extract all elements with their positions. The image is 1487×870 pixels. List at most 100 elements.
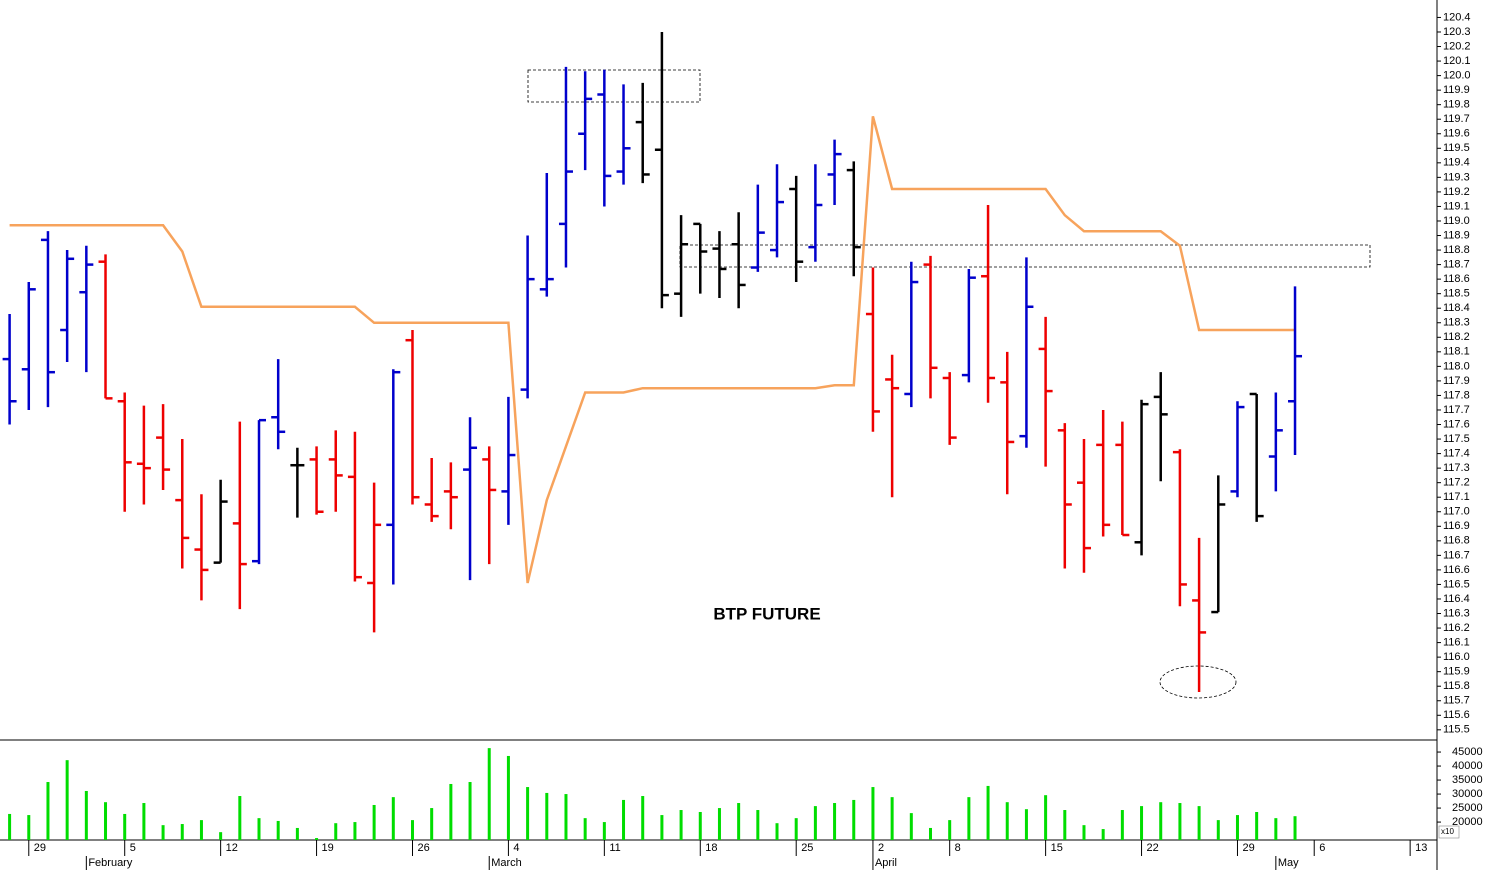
volume-bar <box>295 827 299 840</box>
y-tick-label: 117.8 <box>1443 389 1470 401</box>
volume-bar <box>737 803 741 840</box>
x-tick-label: 8 <box>955 842 961 854</box>
y-tick-label: 118.5 <box>1443 288 1470 300</box>
x-tick-label: 6 <box>1319 842 1325 854</box>
volume-bar <box>698 811 702 840</box>
y-tick-label: 119.8 <box>1443 99 1470 111</box>
volume-bar <box>929 827 933 840</box>
y-tick-label: 35000 <box>1452 774 1483 786</box>
y-tick-label: 119.1 <box>1443 200 1470 212</box>
x-tick-label: 13 <box>1415 842 1427 854</box>
x-tick-label: 11 <box>609 842 620 854</box>
y-tick-label: 45000 <box>1452 746 1483 758</box>
y-tick-label: 118.8 <box>1443 244 1470 256</box>
y-tick-label: 116.4 <box>1443 593 1470 605</box>
month-label: February <box>88 857 133 869</box>
volume-bar <box>871 787 875 840</box>
volume-bar <box>199 820 203 840</box>
x-tick-label: 19 <box>322 842 334 854</box>
overlay-line <box>9 115 1295 584</box>
volume-bar <box>238 796 242 840</box>
y-tick-label: 115.8 <box>1443 680 1470 692</box>
volume-bar <box>794 818 798 840</box>
volume-bar <box>142 803 146 840</box>
x-tick-label: 4 <box>513 842 519 854</box>
axis-note-box <box>1438 825 1460 839</box>
volume-bar <box>1101 829 1105 840</box>
volume-bar <box>756 810 760 840</box>
y-tick-label: 116.2 <box>1443 622 1470 634</box>
y-tick-label: 117.2 <box>1443 477 1470 489</box>
y-tick-label: 119.7 <box>1443 113 1470 125</box>
volume-bar <box>276 820 280 840</box>
volume-bar <box>468 782 472 840</box>
x-tick-label: 12 <box>226 842 238 854</box>
y-tick-label: 40000 <box>1452 760 1483 772</box>
y-tick-label: 119.4 <box>1443 157 1470 169</box>
volume-bar <box>1024 809 1028 840</box>
volume-bar <box>487 748 491 840</box>
annotation-box <box>527 69 701 103</box>
volume-bar <box>602 822 606 840</box>
y-tick-label: 119.2 <box>1443 186 1470 198</box>
y-tick-label: 118.7 <box>1443 259 1470 271</box>
y-tick-label: 115.6 <box>1443 709 1470 721</box>
volume-bar <box>8 813 12 840</box>
x-tick-label: 18 <box>705 842 717 854</box>
y-tick-label: 20000 <box>1452 816 1483 828</box>
volume-bar <box>564 794 568 840</box>
y-tick-label: 115.7 <box>1443 695 1470 707</box>
x-tick-label: 2 <box>878 842 884 854</box>
y-tick-label: 116.9 <box>1443 520 1470 532</box>
volume-bar <box>1005 802 1009 840</box>
volume-bar <box>315 838 319 840</box>
y-tick-label: 118.2 <box>1443 331 1470 343</box>
volume-bar <box>1063 810 1067 840</box>
volume-bar <box>1140 806 1144 840</box>
volume-bar <box>526 787 530 840</box>
volume-bar <box>813 806 817 840</box>
volume-bar <box>353 822 357 840</box>
y-tick-label: 116.7 <box>1443 549 1470 561</box>
x-tick-label: 5 <box>130 842 136 854</box>
volume-bar <box>1044 795 1048 840</box>
y-tick-label: 115.5 <box>1443 724 1470 736</box>
volume-bar <box>391 797 395 840</box>
volume-bar <box>1235 815 1239 840</box>
volume-bar <box>545 792 549 840</box>
month-label: March <box>491 857 522 869</box>
y-tick-label: 117.9 <box>1443 375 1470 387</box>
x-tick-label: 29 <box>1242 842 1254 854</box>
y-tick-label: 117.7 <box>1443 404 1470 416</box>
y-tick-label: 118.9 <box>1443 229 1470 241</box>
y-tick-label: 117.4 <box>1443 448 1470 460</box>
volume-bar <box>27 815 31 840</box>
volume-bar <box>948 820 952 840</box>
volume-bar <box>641 796 645 840</box>
y-tick-label: 116.5 <box>1443 578 1470 590</box>
volume-bar <box>334 823 338 840</box>
volume-bar <box>1216 820 1220 840</box>
volume-bar <box>219 832 223 840</box>
chart-title: BTP FUTURE <box>713 604 820 623</box>
volume-bar <box>852 799 856 840</box>
y-tick-label: 120.3 <box>1443 26 1471 38</box>
volume-bar <box>1255 811 1259 840</box>
y-tick-label: 117.5 <box>1443 433 1470 445</box>
volume-bar <box>775 823 779 840</box>
y-tick-label: 117.3 <box>1443 462 1470 474</box>
volume-bar <box>1159 802 1163 840</box>
y-tick-label: 119.3 <box>1443 171 1470 183</box>
y-tick-label: 25000 <box>1452 802 1483 814</box>
y-tick-label: 120.2 <box>1443 40 1471 52</box>
volume-bar <box>161 825 165 840</box>
volume-bar <box>123 813 127 840</box>
y-tick-label: 115.9 <box>1443 666 1470 678</box>
y-tick-label: 120.1 <box>1443 55 1471 67</box>
y-tick-label: 116.1 <box>1443 636 1470 648</box>
month-label: April <box>875 857 897 869</box>
volume-bar <box>1082 825 1086 840</box>
